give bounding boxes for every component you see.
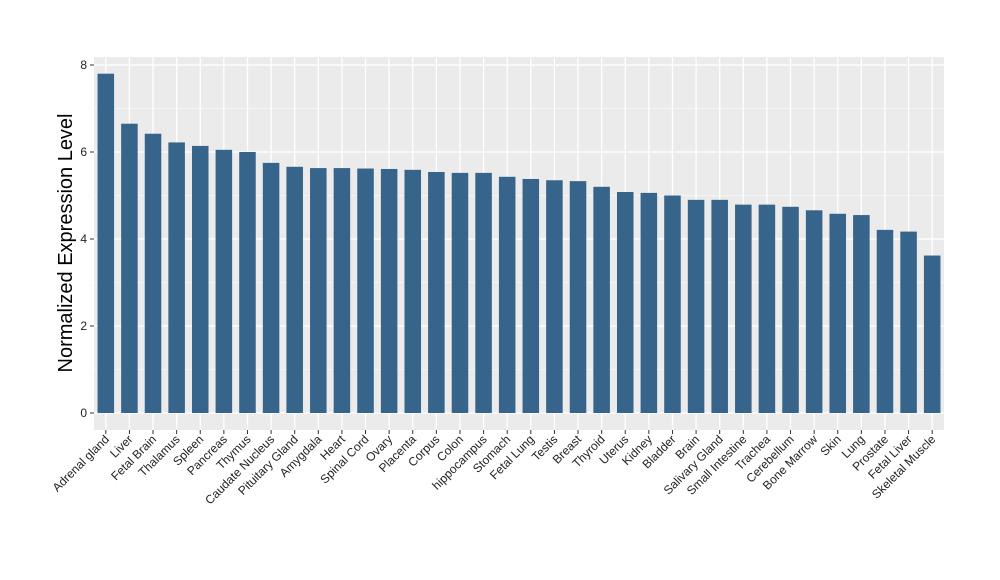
bar xyxy=(546,180,563,413)
bar xyxy=(876,229,894,413)
bar xyxy=(475,172,492,413)
bar xyxy=(498,176,516,413)
bar xyxy=(664,195,681,413)
bar xyxy=(593,186,610,413)
y-tick-label: 0 xyxy=(80,406,87,420)
bars xyxy=(97,73,941,414)
bar xyxy=(805,210,823,413)
bar xyxy=(451,172,469,413)
bar xyxy=(262,162,280,413)
bar xyxy=(215,149,233,413)
bar xyxy=(687,199,705,413)
bar xyxy=(640,192,658,413)
bar xyxy=(286,166,303,413)
bar xyxy=(923,255,941,413)
bar xyxy=(900,231,917,413)
bar xyxy=(239,152,256,413)
y-tick-label: 2 xyxy=(80,319,87,333)
bar xyxy=(380,168,398,413)
y-tick-label: 6 xyxy=(80,145,87,159)
bar xyxy=(97,73,115,413)
bar xyxy=(782,206,799,413)
bar xyxy=(522,178,540,413)
bar xyxy=(428,172,445,413)
y-axis-ticks: 0 2 4 6 8 xyxy=(80,58,94,420)
y-tick-label: 8 xyxy=(80,58,87,72)
y-tick-label: 4 xyxy=(80,232,87,246)
bar xyxy=(121,123,138,413)
bar xyxy=(569,181,587,413)
bar xyxy=(735,204,752,413)
bar xyxy=(616,192,634,413)
bar xyxy=(333,168,351,413)
bar xyxy=(310,168,327,413)
bar xyxy=(357,168,374,413)
bar xyxy=(404,169,422,413)
bar xyxy=(853,215,870,413)
bar xyxy=(711,199,728,413)
x-tick-label: Skin xyxy=(817,432,843,458)
bar xyxy=(168,142,185,413)
plot-panel xyxy=(94,57,944,430)
y-axis-title: Normalized Expression Level xyxy=(55,113,77,372)
bar xyxy=(758,204,776,413)
bar xyxy=(829,213,847,413)
x-tick-label: Adrenal gland xyxy=(50,432,112,494)
bar xyxy=(144,133,162,414)
bar xyxy=(191,145,209,413)
